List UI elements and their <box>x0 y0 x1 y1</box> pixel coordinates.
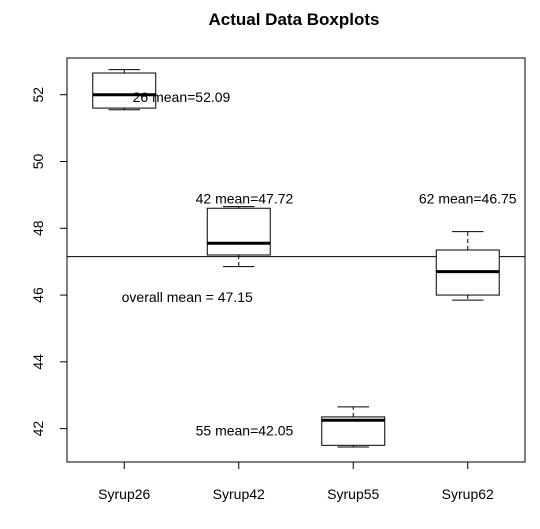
box-syrup26 <box>92 69 157 111</box>
box-iqr <box>92 72 157 109</box>
annotation-label: 26 mean=52.09 <box>133 89 231 105</box>
chart-title: Actual Data Boxplots <box>209 10 380 29</box>
y-tick-label: 42 <box>30 421 46 437</box>
box-syrup62 <box>435 231 500 301</box>
axes-layer: 42 44 46 48 50 52 Syrup26 Syrup42 Syrup55 Syrup62 <box>30 87 494 502</box>
annotation-label: overall mean = 47.15 <box>122 289 253 305</box>
x-tick-label: Syrup62 <box>442 486 494 502</box>
x-tick-label: Syrup42 <box>213 486 265 502</box>
y-tick-label: 50 <box>30 154 46 170</box>
plot-frame <box>66 57 526 463</box>
x-tick-label: Syrup55 <box>327 486 379 502</box>
annotation-label: 55 mean=42.05 <box>196 423 294 439</box>
annotation-label: 62 mean=46.75 <box>419 191 517 207</box>
box-syrup42 <box>206 206 271 268</box>
annotations-layer: 26 mean=52.09 42 mean=47.72 55 mean=42.05 6… <box>122 89 517 439</box>
y-tick-label: 44 <box>30 354 46 370</box>
y-tick-label: 48 <box>30 220 46 236</box>
box-iqr <box>206 207 271 256</box>
box-syrup55 <box>321 406 386 448</box>
annotation-label: 42 mean=47.72 <box>196 191 294 207</box>
boxes-layer <box>92 69 500 448</box>
y-tick-label: 52 <box>30 87 46 103</box>
x-tick-label: Syrup26 <box>98 486 150 502</box>
y-tick-label: 46 <box>30 287 46 303</box>
